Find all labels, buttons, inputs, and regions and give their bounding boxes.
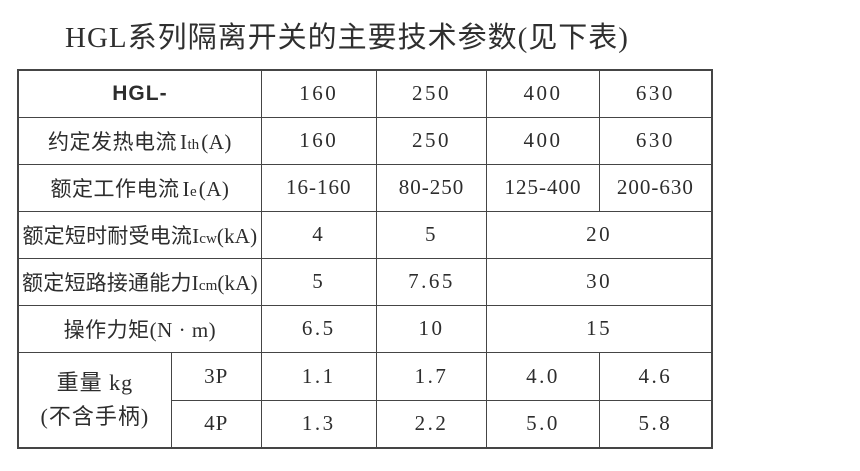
value-cell: 2.2 xyxy=(375,399,488,449)
symbol: I xyxy=(192,223,200,248)
value-cell: 5.0 xyxy=(486,399,600,449)
value-cell: 125-400 xyxy=(486,163,600,212)
spec-table: HGL- 160 250 400 630 约定发热电流 Ith(A) 160 25… xyxy=(17,69,713,449)
value-cell-merged: 30 xyxy=(486,257,713,306)
row-label: 额定短路接通能力Icm(kA) xyxy=(17,257,262,306)
symbol-subscript: cm xyxy=(198,277,218,294)
row-label: 额定工作电流 Ie(A) xyxy=(17,163,262,212)
value-cell: 7.65 xyxy=(375,257,488,306)
symbol: I xyxy=(179,129,188,154)
symbol-subscript: e xyxy=(189,183,197,200)
weight-label-line2: (不含手柄) xyxy=(40,403,150,429)
value-cell: 1.1 xyxy=(260,351,377,401)
value-cell-merged: 20 xyxy=(486,210,713,259)
pole-cell: 4P xyxy=(170,399,262,449)
label-text: 额定工作电流 xyxy=(50,176,180,201)
label-text: 操作力矩(N · m) xyxy=(63,317,217,342)
table-row-torque: 操作力矩(N · m) 6.5 10 15 xyxy=(17,304,713,353)
value-cell: 1.3 xyxy=(260,399,377,449)
value-cell: 250 xyxy=(375,116,488,165)
label-text: 额定短路接通能力 xyxy=(22,270,192,295)
table-row-weight-4p: 4P 1.3 2.2 5.0 5.8 xyxy=(18,399,713,449)
table-row-withstand-current: 额定短时耐受电流Icw(kA) 4 5 20 xyxy=(17,210,713,259)
value-cell-merged: 15 xyxy=(486,304,713,353)
symbol-subscript: th xyxy=(187,136,200,153)
table-row-thermal-current: 约定发热电流 Ith(A) 160 250 400 630 xyxy=(17,116,713,165)
unit-text: (kA) xyxy=(217,270,258,295)
weight-label-cell: 重量 kg (不含手柄) xyxy=(17,351,172,449)
model-cell: 400 xyxy=(486,69,600,118)
value-cell: 1.7 xyxy=(375,351,488,401)
row-label: 约定发热电流 Ith(A) xyxy=(17,116,262,165)
row-label: 操作力矩(N · m) xyxy=(17,304,262,353)
symbol: I xyxy=(182,176,190,201)
value-cell: 5 xyxy=(260,257,377,306)
weight-label-line1: 重量 kg xyxy=(56,369,134,395)
model-cell: 630 xyxy=(598,69,713,118)
symbol-subscript: cw xyxy=(199,230,217,247)
row-label: 额定短时耐受电流Icw(kA) xyxy=(17,210,262,259)
table-row-making-capacity: 额定短路接通能力Icm(kA) 5 7.65 30 xyxy=(17,257,713,306)
value-cell: 10 xyxy=(375,304,488,353)
value-cell: 160 xyxy=(260,116,377,165)
table-row-working-current: 额定工作电流 Ie(A) 16-160 80-250 125-400 200-63… xyxy=(17,163,713,212)
value-cell: 4 xyxy=(260,210,377,259)
table-row-header: HGL- 160 250 400 630 xyxy=(17,69,713,118)
symbol: I xyxy=(191,270,199,295)
value-cell: 200-630 xyxy=(598,163,713,212)
value-cell: 4.0 xyxy=(486,351,600,401)
pole-cell: 3P xyxy=(170,351,262,401)
value-cell: 630 xyxy=(598,116,713,165)
value-cell: 6.5 xyxy=(260,304,377,353)
value-cell: 5.8 xyxy=(598,399,713,449)
unit-text: (kA) xyxy=(216,223,258,248)
value-cell: 80-250 xyxy=(375,163,488,212)
table-row-weight-3p: 重量 kg (不含手柄) 3P 1.1 1.7 4.0 4.6 xyxy=(17,351,713,449)
unit-text: (A) xyxy=(201,129,232,154)
value-cell: 5 xyxy=(375,210,488,259)
unit-text: (A) xyxy=(198,176,230,201)
value-cell: 400 xyxy=(486,116,600,165)
value-cell: 16-160 xyxy=(260,163,377,212)
model-cell: 250 xyxy=(375,69,488,118)
model-cell: 160 xyxy=(260,69,377,118)
series-name-cell: HGL- xyxy=(17,69,262,118)
label-text: 约定发热电流 xyxy=(47,129,177,154)
label-text: 额定短时耐受电流 xyxy=(22,223,193,248)
page-title: HGL系列隔离开关的主要技术参数(见下表) xyxy=(65,22,629,54)
value-cell: 4.6 xyxy=(598,351,713,401)
